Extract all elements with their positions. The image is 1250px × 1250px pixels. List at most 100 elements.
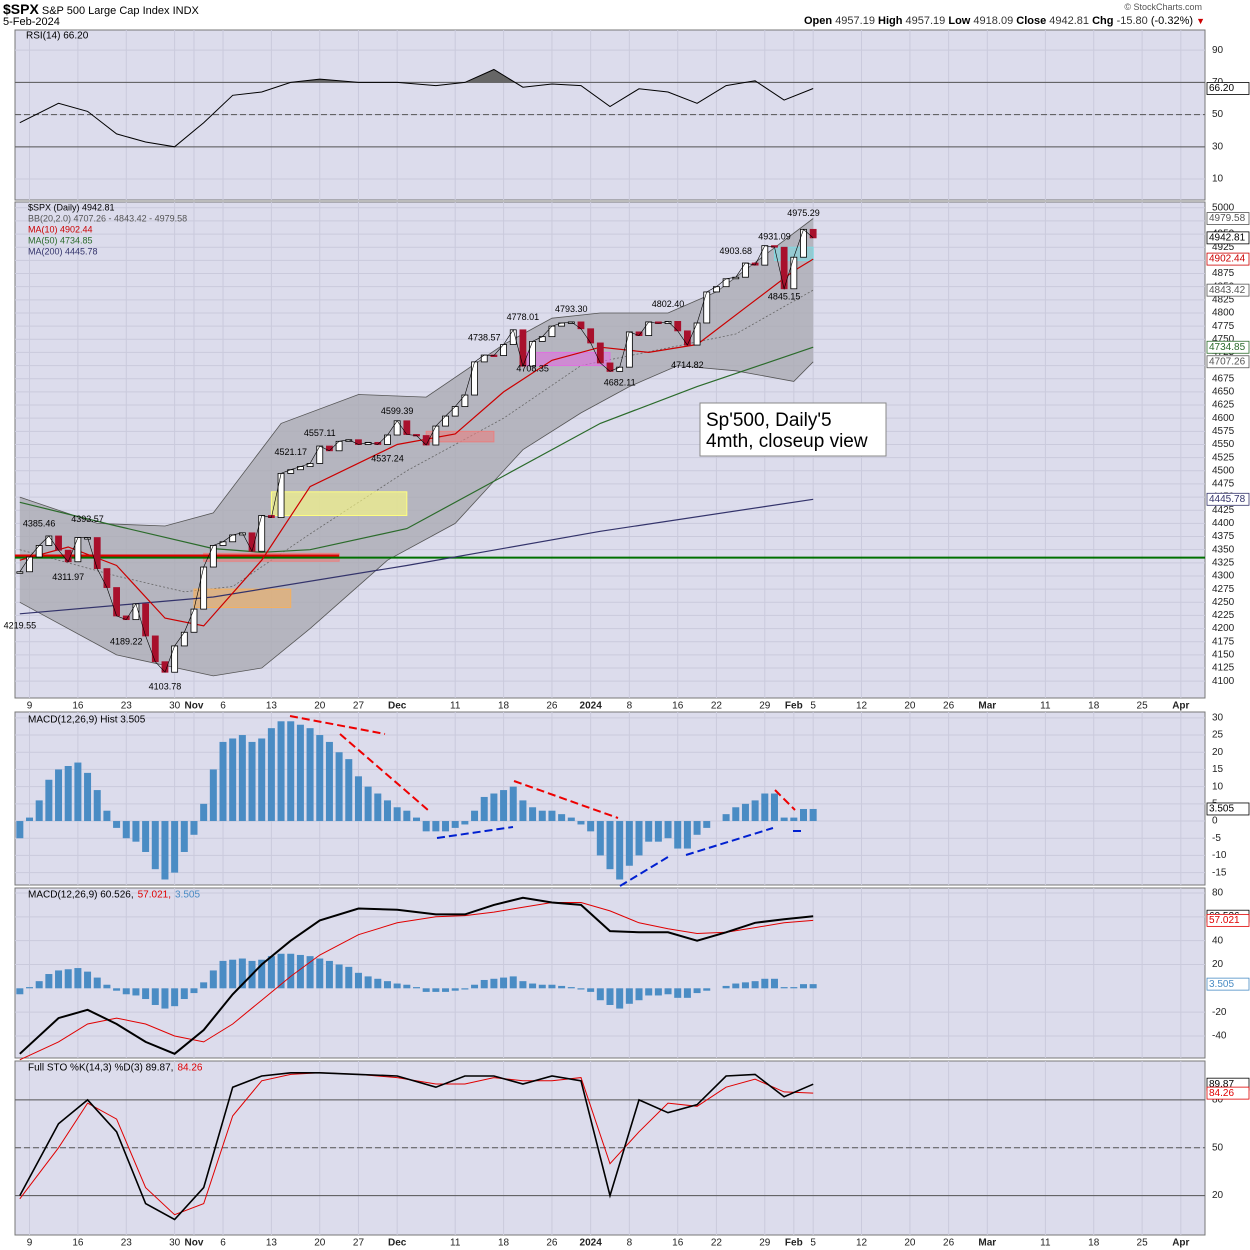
candle-body [548, 325, 556, 338]
copyright: © StockCharts.com [1124, 2, 1202, 12]
note-line: Sp'500, Daily'5 [706, 410, 832, 431]
histogram-bar [509, 976, 517, 989]
histogram-bar [296, 954, 304, 989]
histogram-bar [229, 738, 237, 822]
histogram-bar [16, 988, 24, 995]
quote-label: Low [948, 15, 971, 27]
price-annotation: 4793.30 [555, 304, 588, 314]
y-tick-label: 4225 [1212, 610, 1235, 621]
x-tick-label: 25 [1137, 1238, 1149, 1249]
histogram-bar [529, 807, 537, 822]
quote-value: 4942.81 [1049, 15, 1090, 27]
candle-body [16, 571, 24, 574]
y-tick-label: 4275 [1212, 584, 1235, 595]
y-tick-label: 10 [1212, 781, 1224, 792]
histogram-bar [180, 988, 188, 1000]
histogram-bar [596, 821, 604, 856]
x-tick-label: 18 [498, 1238, 510, 1249]
x-tick-label: 30 [169, 1238, 181, 1249]
histogram-bar [722, 814, 730, 822]
histogram-bar [577, 821, 585, 825]
end-label: 89.87 [1209, 1079, 1234, 1090]
end-label-box [1206, 1086, 1250, 1100]
histogram-bar [45, 974, 53, 989]
y-tick-label: -20 [1212, 1007, 1227, 1018]
legend: 57.021, [138, 890, 171, 901]
histogram-bar [432, 988, 440, 992]
histogram-bar [683, 988, 691, 998]
candle-body [209, 545, 217, 568]
histogram-bar [316, 958, 324, 989]
histogram-bar [161, 988, 169, 1009]
x-tick-label: 2024 [580, 1238, 603, 1249]
x-tick-label: 13 [266, 701, 278, 712]
histogram-bar [132, 821, 140, 842]
end-label: 4445.78 [1209, 494, 1246, 505]
histogram-bar [258, 959, 266, 989]
x-tick-label: 22 [711, 701, 723, 712]
x-tick-label: 29 [759, 1238, 771, 1249]
y-tick-label: 4525 [1212, 452, 1235, 463]
legend: RSI(14) 66.20 [26, 31, 89, 42]
legend: $SPX (Daily) 4942.81 [28, 202, 115, 212]
y-tick-label: 4350 [1212, 544, 1235, 555]
series-line [19, 68, 814, 148]
y-tick-label: -15 [1212, 867, 1227, 878]
histogram-bar [616, 821, 624, 880]
y-tick-label: 4200 [1212, 623, 1235, 634]
candle-body [171, 645, 179, 673]
legend: 84.26 [177, 1063, 202, 1074]
x-tick-label: 8 [627, 1238, 633, 1249]
histogram-bar [577, 988, 585, 990]
trendline [436, 826, 514, 839]
histogram-bar [500, 790, 508, 822]
candle-body [26, 556, 33, 573]
histogram-bar [635, 988, 643, 1001]
candle-body [645, 321, 653, 336]
y-tick-label: 4675 [1212, 373, 1235, 384]
legend: Full STO %K(14,3) %D(3) 89.87, [28, 1063, 173, 1074]
end-label: 3.505 [1209, 979, 1234, 990]
price-annotation: 4385.46 [23, 518, 56, 528]
histogram-bar [770, 978, 778, 989]
price-annotation: 4903.68 [719, 246, 752, 256]
price-annotation: 4738.57 [468, 333, 501, 343]
x-tick-label: Mar [978, 1238, 996, 1249]
histogram-bar [35, 981, 43, 989]
x-tick-label: Nov [185, 1238, 204, 1249]
end-label-box [1206, 82, 1250, 95]
histogram-bar [26, 817, 34, 822]
candle-body [713, 286, 720, 293]
candle-body [616, 366, 624, 372]
x-tick-label: 16 [672, 701, 684, 712]
x-tick-label: 16 [72, 1238, 84, 1249]
histogram-bar [190, 821, 198, 835]
histogram-bar [490, 978, 498, 989]
histogram-bar [200, 982, 208, 989]
candle-body [471, 361, 478, 396]
histogram-bar [480, 796, 488, 822]
histogram-bar [480, 979, 488, 989]
histogram-bar [732, 983, 740, 989]
quote-line: Open 4957.19 High 4957.19 Low 4918.09 Cl… [804, 15, 1205, 27]
candle-body [703, 291, 711, 324]
series-line [19, 1072, 814, 1221]
candle-body [674, 320, 682, 332]
trendline [513, 780, 619, 819]
candle-body [45, 535, 53, 546]
y-tick-label: 40 [1212, 935, 1224, 946]
histogram-bar [413, 987, 421, 989]
series-line [19, 346, 814, 553]
candle-body [393, 420, 401, 436]
histogram-bar [587, 821, 595, 832]
histogram-bar [751, 981, 759, 989]
price-annotation: 4845.15 [768, 292, 801, 302]
histogram-bar [664, 821, 672, 839]
histogram-bar [393, 807, 401, 822]
y-tick-label: 4125 [1212, 663, 1235, 674]
candle-body [625, 331, 633, 368]
candle-body [577, 321, 585, 330]
histogram-bar [219, 960, 227, 989]
histogram-bar [732, 807, 740, 822]
x-tick-label: 16 [72, 701, 84, 712]
